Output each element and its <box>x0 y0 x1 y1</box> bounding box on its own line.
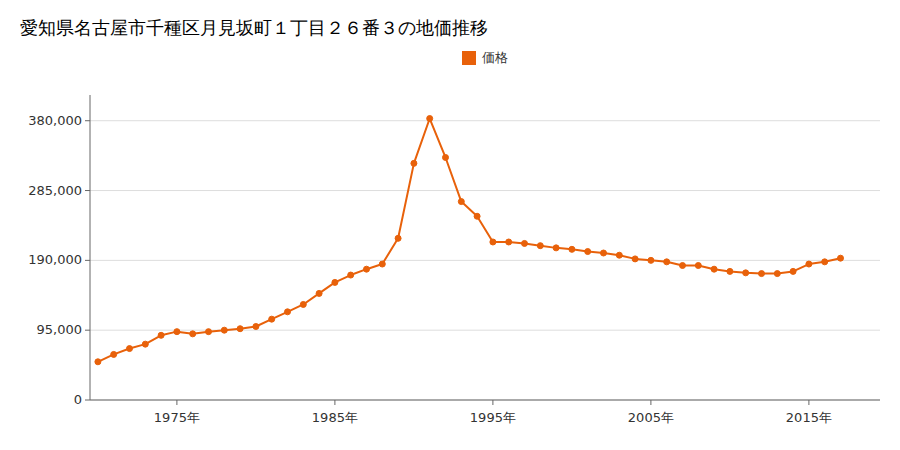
tick-label: 2005年 <box>628 410 674 425</box>
marker <box>221 327 227 333</box>
tick-mark <box>85 260 90 261</box>
marker <box>300 301 306 307</box>
marker <box>395 235 401 241</box>
marker <box>443 154 449 160</box>
legend-swatch <box>462 51 476 65</box>
marker <box>285 309 291 315</box>
marker <box>111 351 117 357</box>
marker <box>553 245 559 251</box>
x-axis-line <box>90 400 880 401</box>
marker <box>474 213 480 219</box>
marker <box>648 257 654 263</box>
chart: 愛知県名古屋市千種区月見坂町１丁目２６番３の地価推移 0 95,000 190,000… <box>0 0 900 450</box>
tick-mark <box>176 400 177 405</box>
tick-mark <box>85 190 90 191</box>
tick-label: 380,000 <box>28 113 82 128</box>
marker <box>585 249 591 255</box>
tick-mark <box>492 400 493 405</box>
marker <box>743 270 749 276</box>
tick-label: 1975年 <box>154 410 200 425</box>
marker <box>158 332 164 338</box>
marker <box>364 266 370 272</box>
marker <box>332 279 338 285</box>
plot-area <box>95 116 844 365</box>
grid-line <box>90 400 880 401</box>
marker <box>269 316 275 322</box>
marker <box>174 329 180 335</box>
tick-label: 285,000 <box>28 183 82 198</box>
marker <box>348 272 354 278</box>
marker <box>616 252 622 258</box>
marker <box>695 263 701 269</box>
marker <box>727 268 733 274</box>
marker <box>537 243 543 249</box>
marker <box>806 261 812 267</box>
tick-label: 1985年 <box>312 410 358 425</box>
marker <box>522 240 528 246</box>
marker <box>142 341 148 347</box>
marker <box>632 256 638 262</box>
marker <box>774 271 780 277</box>
marker <box>253 324 259 330</box>
marker <box>206 329 212 335</box>
tick-label: 1995年 <box>470 410 516 425</box>
tick-mark <box>85 330 90 331</box>
legend-label: 価格 <box>482 50 508 65</box>
tick-mark <box>85 400 90 401</box>
grid-line <box>90 190 880 191</box>
marker <box>458 199 464 205</box>
tick-mark <box>808 400 809 405</box>
marker <box>790 268 796 274</box>
tick-mark <box>650 400 651 405</box>
marker <box>506 239 512 245</box>
marker <box>490 239 496 245</box>
legend: 価格 <box>462 50 508 65</box>
tick-label: 2015年 <box>786 410 832 425</box>
marker <box>680 263 686 269</box>
marker <box>822 259 828 265</box>
marker <box>427 116 433 122</box>
marker <box>411 160 417 166</box>
marker <box>759 271 765 277</box>
background <box>0 0 900 450</box>
tick-label: 95,000 <box>37 322 83 337</box>
tick-label: 0 <box>74 392 82 407</box>
tick-label: 190,000 <box>28 252 82 267</box>
marker <box>601 250 607 256</box>
marker <box>95 359 101 365</box>
marker <box>316 290 322 296</box>
marker <box>664 259 670 265</box>
grid-line <box>90 120 880 121</box>
marker <box>190 331 196 337</box>
marker <box>569 246 575 252</box>
marker <box>838 255 844 261</box>
marker <box>237 326 243 332</box>
line <box>98 119 841 362</box>
marker <box>127 346 133 352</box>
marker <box>379 261 385 267</box>
y-axis-line <box>90 95 91 400</box>
marker <box>711 266 717 272</box>
title: 愛知県名古屋市千種区月見坂町１丁目２６番３の地価推移 <box>20 17 488 38</box>
tick-mark <box>334 400 335 405</box>
grid-line <box>90 260 880 261</box>
tick-mark <box>85 120 90 121</box>
